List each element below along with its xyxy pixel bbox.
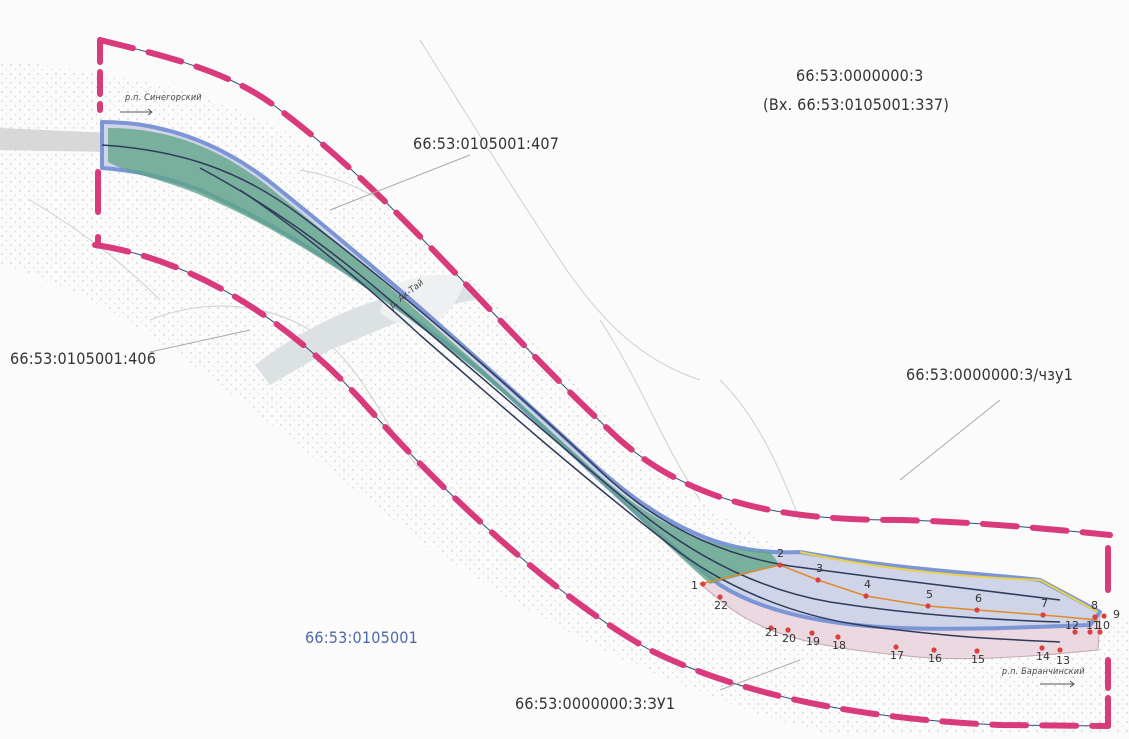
survey-point-6: [974, 607, 980, 613]
survey-point-label-14: 14: [1036, 650, 1050, 663]
survey-point-label-11: 11: [1086, 619, 1100, 632]
road-left: [0, 128, 110, 152]
label-parcel-zu1: 66:53:0000000:3:ЗУ1: [515, 694, 676, 713]
survey-point-2: [777, 562, 783, 568]
survey-point-4: [863, 593, 869, 599]
survey-point-13: [1057, 647, 1063, 653]
survey-point-label-2: 2: [777, 547, 784, 560]
survey-point-15: [974, 648, 980, 654]
survey-point-3: [815, 577, 821, 583]
survey-point-label-9: 9: [1113, 608, 1120, 621]
survey-point-label-6: 6: [975, 592, 982, 605]
survey-point-10: [1097, 629, 1103, 635]
survey-point-label-18: 18: [832, 639, 846, 652]
survey-point-8: [1092, 614, 1098, 620]
survey-point-5: [925, 603, 931, 609]
label-parcel-main-sub: (Вх. 66:53:0105001:337): [763, 95, 950, 114]
survey-point-22: [717, 594, 723, 600]
label-parcel-407: 66:53:0105001:407: [413, 134, 560, 153]
survey-point-label-3: 3: [816, 562, 823, 575]
survey-point-label-20: 20: [782, 632, 796, 645]
survey-point-label-8: 8: [1091, 599, 1098, 612]
survey-point-11: [1087, 629, 1093, 635]
label-river-baranchinsky: р.п. Баранчинский: [1002, 667, 1085, 677]
corridor-inner-lines: [101, 144, 1061, 643]
survey-point-17: [893, 644, 899, 650]
survey-point-16: [931, 647, 937, 653]
survey-point-label-21: 21: [765, 626, 779, 639]
label-block: 66:53:0105001: [305, 628, 419, 647]
survey-point-1: [700, 581, 706, 587]
label-parcel-chzu1: 66:53:0000000:3/чзу1: [906, 365, 1074, 384]
survey-point-label-15: 15: [971, 653, 985, 666]
survey-point-label-12: 12: [1065, 619, 1079, 632]
survey-point-12: [1072, 629, 1078, 635]
survey-point-14: [1039, 645, 1045, 651]
survey-point-label-22: 22: [714, 599, 728, 612]
leader-lines: [149, 154, 1001, 691]
survey-point-label-5: 5: [926, 588, 933, 601]
orange-line: [699, 564, 1099, 621]
survey-point-label-19: 19: [806, 635, 820, 648]
arrow-baranchinsky: [1040, 680, 1075, 688]
arrow-sinegorsky: [120, 108, 153, 116]
river-ak-tai-crossing: [380, 274, 465, 327]
parcel-boundary: [92, 37, 1113, 729]
survey-point-label-1: 1: [691, 579, 698, 592]
survey-point-18: [835, 634, 841, 640]
label-parcel-406: 66:53:0105001:406: [10, 349, 157, 368]
survey-point-label-17: 17: [890, 649, 904, 662]
survey-point-20: [785, 627, 791, 633]
survey-point-7: [1040, 612, 1046, 618]
survey-point-label-4: 4: [864, 578, 871, 591]
survey-point-label-10: 10: [1096, 619, 1110, 632]
survey-point-19: [809, 630, 815, 636]
yellow-line: [799, 551, 1099, 613]
label-parcel-main: 66:53:0000000:3: [796, 66, 924, 85]
corridor-407-fill: [108, 128, 780, 584]
survey-point-label-16: 16: [928, 652, 942, 665]
survey-point-9: [1101, 613, 1107, 619]
survey-point-label-13: 13: [1056, 654, 1070, 667]
survey-point-label-7: 7: [1041, 597, 1048, 610]
label-river-sinegorsky: р.п. Синегорский: [125, 93, 202, 103]
survey-point-21: [768, 625, 774, 631]
